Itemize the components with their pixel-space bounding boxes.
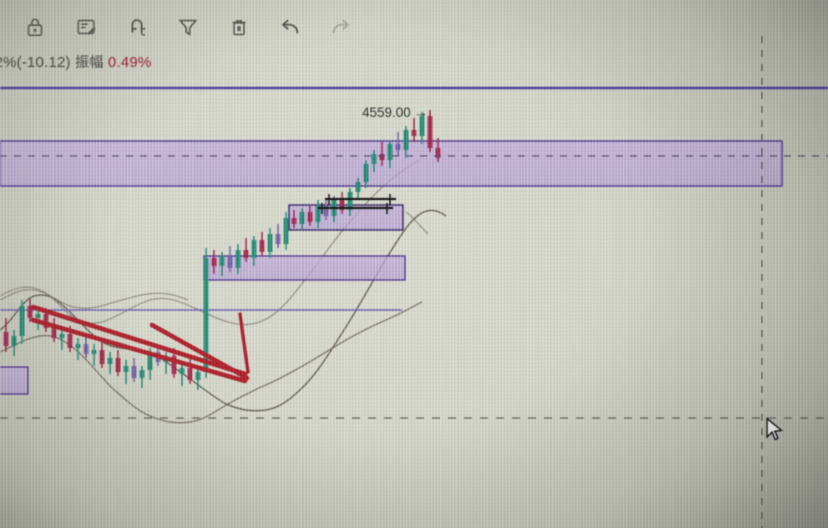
cutoff-top-strip: — — — — — — — —— —— (0, 0, 828, 7)
candle-body (419, 116, 425, 136)
candle-body (259, 240, 265, 252)
candle-body (35, 314, 41, 318)
candle-body (395, 144, 401, 150)
candle-body (115, 358, 121, 372)
candle-body (307, 212, 313, 222)
amplitude-label: 振幅 (75, 55, 104, 71)
descending-channel-lower (30, 317, 248, 384)
candle-body (243, 250, 249, 258)
candle-body (211, 258, 217, 266)
red-descending-channel[interactable] (30, 304, 250, 384)
candle-body (379, 154, 385, 160)
descending-channel-right (149, 322, 250, 381)
price-marker-label: 4559.00 → (362, 104, 428, 120)
candle-body (323, 206, 329, 216)
ma-line-right-segment (405, 211, 429, 235)
mouse-cursor (766, 417, 784, 441)
candle-body (91, 350, 97, 354)
ma-line-lower (0, 301, 423, 424)
black-resistance-levels[interactable] (318, 194, 396, 214)
candle-body (267, 234, 273, 252)
candle-body (363, 164, 369, 182)
candle-body (347, 192, 353, 210)
lower-support-zone (203, 255, 406, 281)
candle-body (123, 366, 129, 372)
undo-icon[interactable] (279, 16, 301, 38)
candle-body (67, 334, 73, 348)
candle-body (315, 206, 321, 222)
candle-body (235, 250, 241, 268)
candle-body (203, 258, 209, 372)
amplitude-value: 0.49% (107, 54, 152, 71)
crosshair (0, 36, 828, 528)
candle-body (107, 358, 113, 364)
price-marker-value: 4559.00 (362, 105, 411, 120)
magnet-icon[interactable] (126, 16, 148, 38)
candle-body (187, 368, 193, 380)
candle-body (27, 306, 33, 318)
note-edit-icon[interactable] (75, 16, 97, 38)
short-red-trendline (238, 312, 250, 374)
candle-body (19, 306, 25, 336)
filter-icon[interactable] (177, 16, 199, 38)
candlestick-series[interactable] (3, 110, 441, 390)
horizontal-levels[interactable] (0, 86, 828, 311)
candle-body (227, 256, 233, 268)
candle-body (51, 328, 57, 338)
drawing-toolbar[interactable] (24, 16, 352, 38)
candle-body (179, 368, 185, 374)
candle-body (139, 370, 145, 378)
candle-body (283, 218, 289, 244)
candle-body (339, 200, 345, 210)
candle-body (147, 352, 153, 370)
candle-body (403, 130, 409, 150)
candle-body (99, 350, 105, 364)
candle-body (411, 130, 417, 136)
candle-body (435, 148, 441, 158)
candle-body (291, 218, 297, 224)
candle-body (275, 234, 281, 244)
cutoff-text: — — — — — — — —— —— (305, 0, 468, 5)
candle-body (371, 154, 377, 164)
left-edge-zone (0, 366, 29, 395)
candle-body (299, 212, 305, 224)
candle-body (131, 366, 137, 378)
descending-channel-upper (30, 304, 248, 377)
candle-body (195, 372, 201, 380)
candle-body (219, 256, 225, 266)
candle-body (387, 144, 393, 160)
redo-icon[interactable] (330, 16, 352, 38)
candle-body (59, 334, 65, 338)
quote-summary: 22%(-10.12) 振幅 0.49% (0, 52, 151, 72)
lock-icon[interactable] (24, 16, 46, 38)
price-marker-arrow: → (413, 104, 428, 120)
candle-body (355, 182, 361, 192)
quote-change: 22%(-10.12) (0, 54, 71, 71)
candle-body (75, 344, 81, 348)
candle-body (171, 356, 177, 374)
candle-body (3, 332, 9, 346)
candle-body (251, 240, 257, 258)
candle-body (11, 336, 17, 346)
candle-body (83, 344, 89, 354)
ma-line-bollinger-upper (0, 288, 189, 309)
candle-body (427, 116, 433, 148)
trash-icon[interactable] (228, 16, 250, 38)
candle-body (43, 314, 49, 328)
